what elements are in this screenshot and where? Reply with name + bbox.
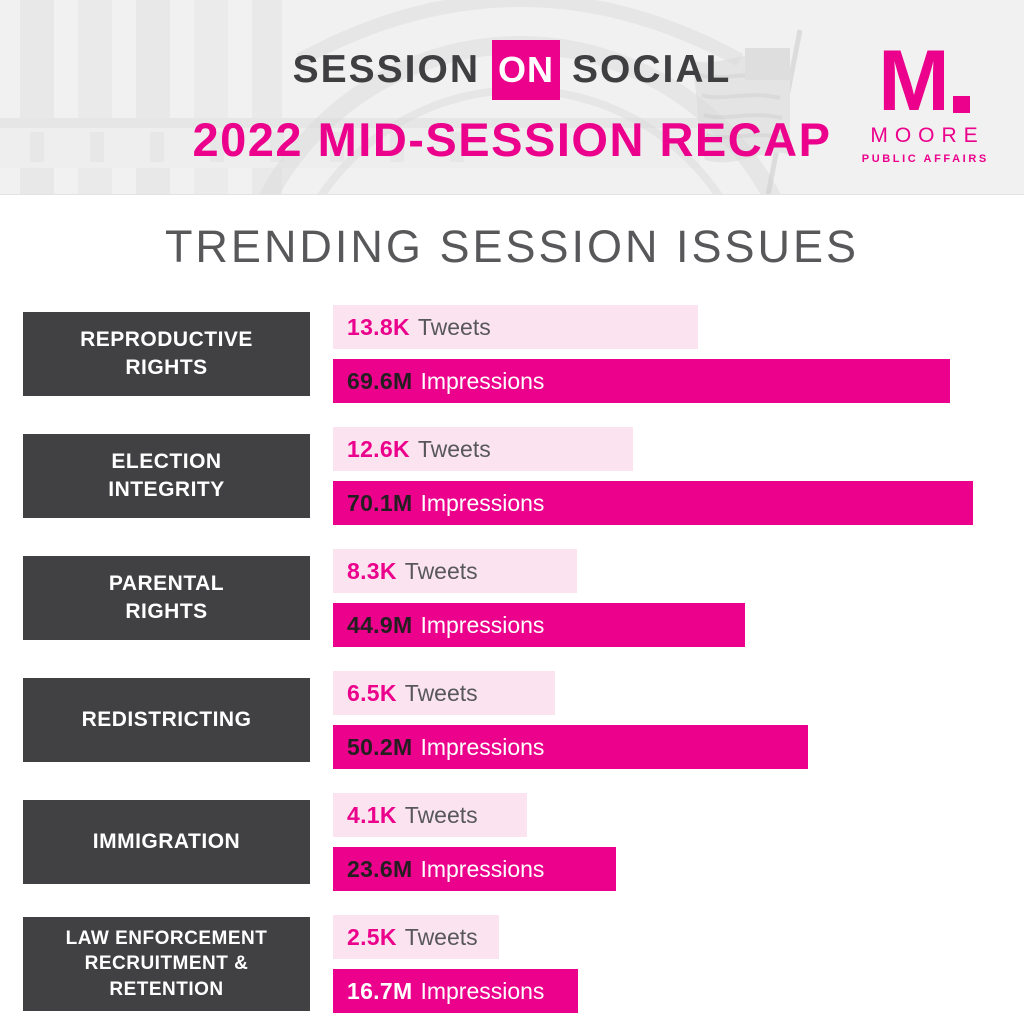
tweets-unit-label: Tweets: [404, 557, 478, 584]
tweets-unit-label: Tweets: [417, 313, 491, 340]
impressions-bar: 44.9M Impressions: [333, 603, 746, 647]
impressions-value: 69.6M: [347, 367, 413, 394]
impressions-bar: 23.6M Impressions: [333, 847, 616, 891]
moore-logo-name: MOORE: [870, 124, 985, 148]
tweets-value: 13.8K: [347, 313, 410, 340]
tweets-unit-label: Tweets: [404, 923, 478, 950]
category-label: LAW ENFORCEMENT RECRUITMENT & RETENTION: [23, 917, 310, 1011]
tweets-unit-label: Tweets: [404, 801, 478, 828]
header-banner: SESSION ON SOCIAL 2022 MID-SESSION RECAP…: [0, 0, 1024, 195]
impressions-value: 23.6M: [347, 855, 413, 882]
tweets-value: 2.5K: [347, 923, 397, 950]
impressions-unit-label: Impressions: [420, 611, 545, 638]
tweets-bar: 4.1K Tweets: [333, 793, 527, 837]
impressions-value: 50.2M: [347, 733, 413, 760]
tweets-value: 8.3K: [347, 557, 397, 584]
impressions-unit-label: Impressions: [420, 489, 545, 516]
moore-logo-tagline: PUBLIC AFFAIRS: [861, 153, 989, 166]
tweets-value: 4.1K: [347, 801, 397, 828]
moore-m-dot-icon: [952, 96, 970, 114]
issue-row: ELECTION INTEGRITY 12.6K Tweets 70.1M Imp…: [23, 427, 973, 525]
impressions-bar: 50.2M Impressions: [333, 725, 808, 769]
brand-word-session: SESSION: [292, 48, 481, 91]
impressions-unit-label: Impressions: [420, 733, 545, 760]
bar-track: 4.1K Tweets 23.6M Impressions: [333, 793, 973, 891]
category-label: IMMIGRATION: [23, 800, 310, 884]
moore-public-affairs-logo: M MOORE PUBLIC AFFAIRS: [854, 33, 994, 166]
impressions-bar: 69.6M Impressions: [333, 359, 950, 403]
tweets-bar: 12.6K Tweets: [333, 427, 634, 471]
issue-row: REPRODUCTIVE RIGHTS 13.8K Tweets 69.6M Im…: [23, 305, 973, 403]
brand-block: SESSION ON SOCIAL 2022 MID-SESSION RECAP: [0, 40, 1024, 167]
moore-m-letter: M: [878, 33, 950, 129]
brand-word-social: SOCIAL: [572, 48, 732, 91]
recap-subtitle: 2022 MID-SESSION RECAP: [192, 113, 832, 166]
tweets-unit-label: Tweets: [417, 435, 491, 462]
category-label: REPRODUCTIVE RIGHTS: [23, 312, 310, 396]
bar-track: 12.6K Tweets 70.1M Impressions: [333, 427, 973, 525]
impressions-value: 16.7M: [347, 977, 413, 1004]
tweets-bar: 8.3K Tweets: [333, 549, 577, 593]
page-title: TRENDING SESSION ISSUES: [164, 221, 860, 272]
moore-m-mark: M: [878, 33, 970, 129]
issue-row: LAW ENFORCEMENT RECRUITMENT & RETENTION 2.…: [23, 915, 973, 1013]
bar-track: 13.8K Tweets 69.6M Impressions: [333, 305, 973, 403]
trending-issues-chart: REPRODUCTIVE RIGHTS 13.8K Tweets 69.6M Im…: [0, 305, 1024, 1013]
tweets-value: 12.6K: [347, 435, 410, 462]
impressions-value: 70.1M: [347, 489, 413, 516]
category-label: REDISTRICTING: [23, 678, 310, 762]
impressions-bar: 16.7M Impressions: [333, 969, 579, 1013]
tweets-unit-label: Tweets: [404, 679, 478, 706]
bar-track: 8.3K Tweets 44.9M Impressions: [333, 549, 973, 647]
capitol-background-image: [0, 0, 803, 194]
tweets-bar: 6.5K Tweets: [333, 671, 556, 715]
issue-row: PARENTAL RIGHTS 8.3K Tweets 44.9M Impress…: [23, 549, 973, 647]
impressions-unit-label: Impressions: [420, 977, 545, 1004]
bar-track: 6.5K Tweets 50.2M Impressions: [333, 671, 973, 769]
impressions-value: 44.9M: [347, 611, 413, 638]
bar-track: 2.5K Tweets 16.7M Impressions: [333, 915, 973, 1013]
tweets-bar: 2.5K Tweets: [333, 915, 499, 959]
impressions-unit-label: Impressions: [420, 855, 545, 882]
issue-row: REDISTRICTING 6.5K Tweets 50.2M Impressi…: [23, 671, 973, 769]
impressions-unit-label: Impressions: [420, 367, 545, 394]
session-on-social-logo: SESSION ON SOCIAL: [293, 40, 732, 100]
impressions-bar: 70.1M Impressions: [333, 481, 973, 525]
category-label: PARENTAL RIGHTS: [23, 556, 310, 640]
tweets-value: 6.5K: [347, 679, 397, 706]
issue-row: IMMIGRATION 4.1K Tweets 23.6M Impression…: [23, 793, 973, 891]
tweets-bar: 13.8K Tweets: [333, 305, 698, 349]
category-label: ELECTION INTEGRITY: [23, 434, 310, 518]
brand-on-box: ON: [492, 40, 561, 100]
